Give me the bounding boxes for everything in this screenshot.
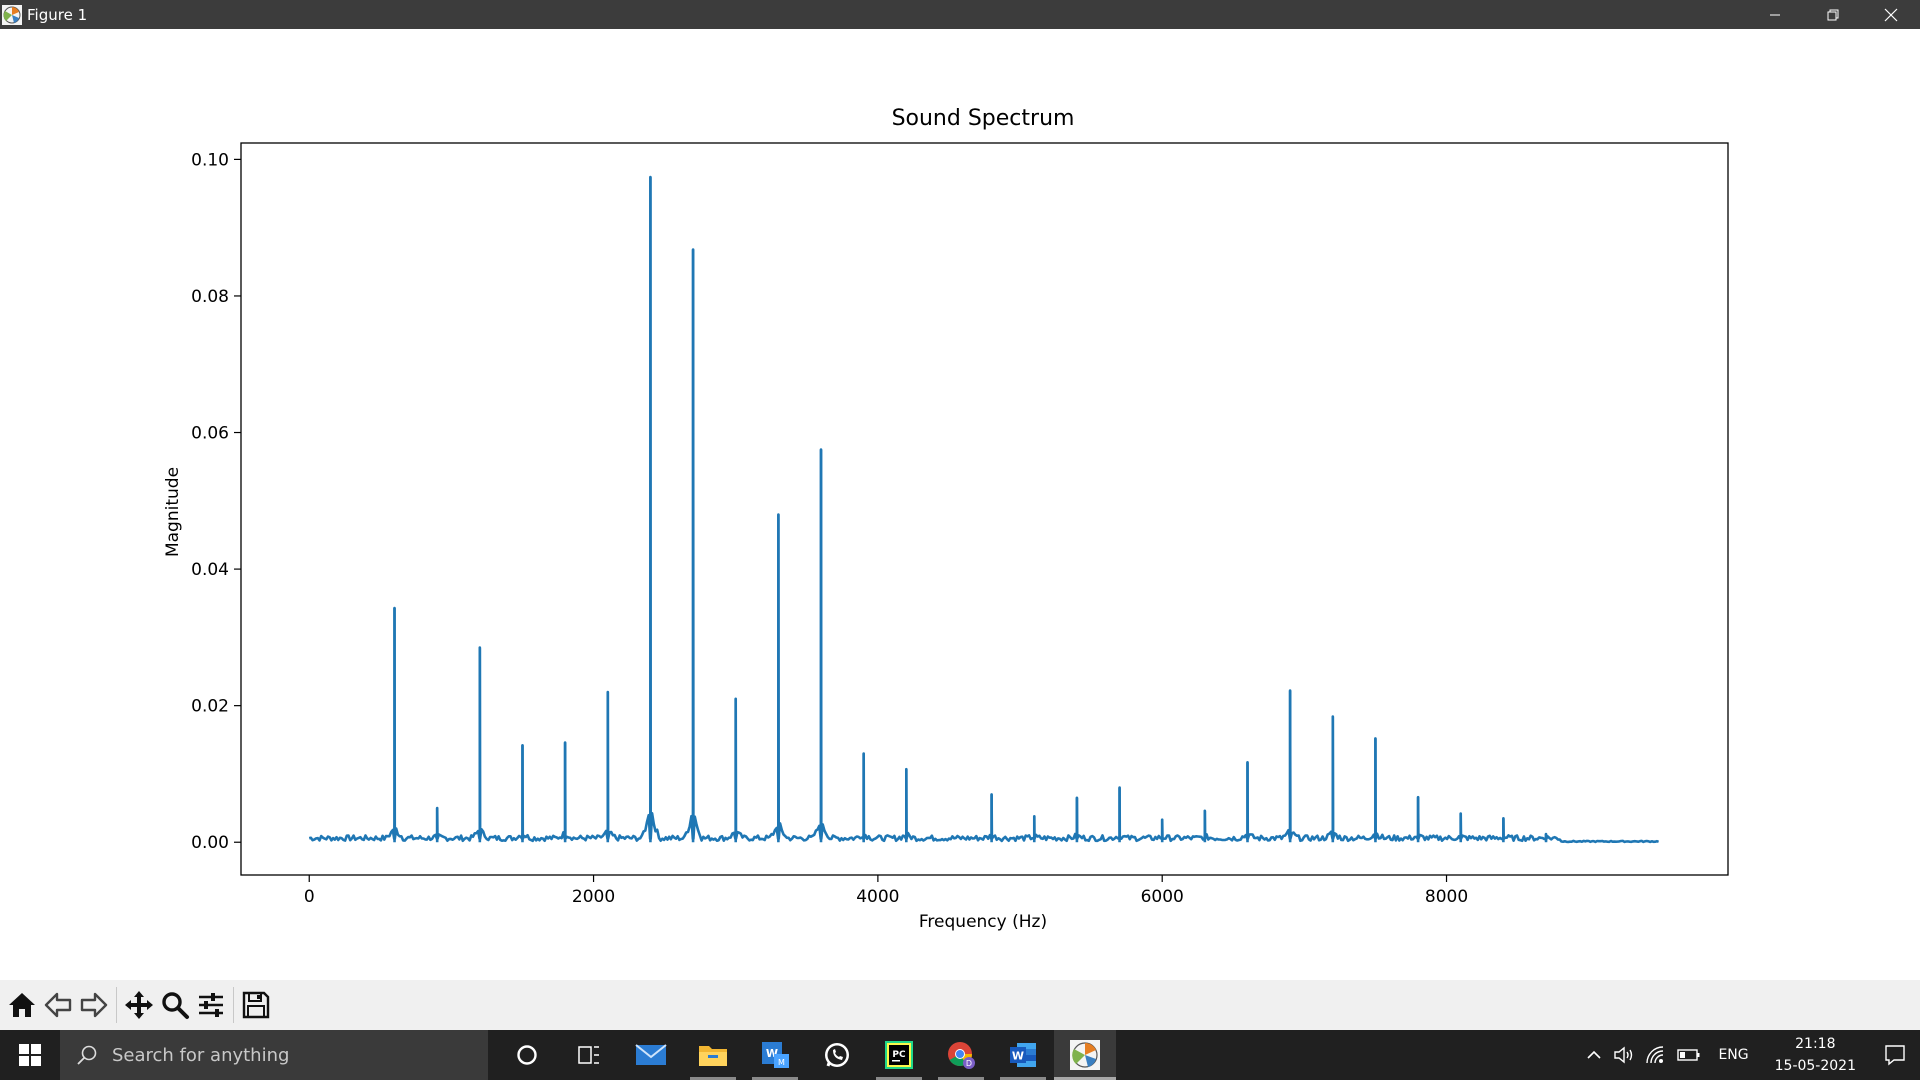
whatsapp-icon xyxy=(825,1043,849,1067)
zoom-icon xyxy=(162,992,189,1019)
x-tick-label: 8000 xyxy=(1425,887,1468,907)
figure-canvas[interactable]: Sound Spectrum 0.00 0.02 0.04 0.06 0.08 0.10 … xyxy=(0,29,1920,980)
word-button[interactable]: W xyxy=(992,1030,1054,1080)
battery-button[interactable] xyxy=(1672,1030,1706,1080)
save-icon xyxy=(242,991,270,1019)
zoom-button[interactable] xyxy=(157,985,193,1025)
mail-icon xyxy=(635,1044,667,1065)
start-button[interactable] xyxy=(0,1030,60,1080)
word-icon: W xyxy=(1010,1043,1036,1067)
show-hidden-icons-button[interactable] xyxy=(1580,1030,1608,1080)
configure-subplots-button[interactable] xyxy=(193,985,229,1025)
file-explorer-icon xyxy=(699,1046,727,1066)
y-tick-label: 0.06 xyxy=(191,424,229,444)
clock-time: 21:18 xyxy=(1795,1036,1836,1052)
svg-text:D: D xyxy=(966,1059,972,1068)
cortana-icon xyxy=(517,1045,537,1065)
taskbar-search[interactable]: Search for anything xyxy=(60,1030,488,1080)
close-icon xyxy=(1884,8,1898,21)
input-language[interactable]: ENG xyxy=(1718,1047,1749,1063)
save-button[interactable] xyxy=(238,985,274,1025)
svg-text:PC: PC xyxy=(892,1050,906,1060)
windows-logo-icon xyxy=(19,1044,41,1066)
svg-text:M: M xyxy=(778,1058,785,1067)
whatsapp-button[interactable] xyxy=(806,1030,868,1080)
y-tick-label: 0.04 xyxy=(191,560,229,580)
search-placeholder: Search for anything xyxy=(112,1044,290,1066)
task-view-icon xyxy=(578,1046,599,1064)
plot-area xyxy=(240,142,1729,876)
notification-icon xyxy=(1885,1045,1905,1066)
matplotlib-figure-button[interactable] xyxy=(1054,1030,1116,1080)
volume-button[interactable] xyxy=(1608,1030,1640,1080)
pan-button[interactable] xyxy=(121,985,157,1025)
chevron-up-icon xyxy=(1587,1050,1602,1059)
configure-subplots-icon xyxy=(199,993,223,1017)
file-explorer-button[interactable] xyxy=(682,1030,744,1080)
system-clock[interactable]: 21:18 15-05-2021 xyxy=(1761,1033,1870,1077)
wifi-icon xyxy=(1646,1046,1664,1064)
x-axis-label: Frequency (Hz) xyxy=(919,912,1047,932)
toolbar-separator xyxy=(233,987,234,1023)
back-button[interactable] xyxy=(40,985,76,1025)
restore-button[interactable] xyxy=(1804,0,1862,29)
home-button[interactable] xyxy=(4,985,40,1025)
restore-icon xyxy=(1827,9,1839,20)
chrome-icon: D xyxy=(948,1042,975,1069)
toolbar-separator xyxy=(116,987,117,1023)
forward-button[interactable] xyxy=(76,985,112,1025)
y-tick-label: 0.10 xyxy=(191,150,229,170)
cortana-button[interactable] xyxy=(496,1030,558,1080)
spectrum-plot[interactable]: Sound Spectrum 0.000.020.040.060.080.10 … xyxy=(0,29,1920,980)
figure-toolbar xyxy=(0,980,1920,1030)
clock-date: 15-05-2021 xyxy=(1774,1058,1856,1074)
forward-icon xyxy=(80,992,108,1018)
word-sheet-app-icon: WM xyxy=(762,1042,789,1068)
x-tick-label: 6000 xyxy=(1141,887,1184,907)
mail-button[interactable] xyxy=(620,1030,682,1080)
home-icon xyxy=(9,993,35,1017)
minimize-icon xyxy=(1770,14,1780,15)
matplotlib-app-icon xyxy=(2,4,22,25)
y-tick-label: 0.08 xyxy=(191,287,229,307)
pycharm-icon: PC xyxy=(885,1041,913,1069)
close-button[interactable] xyxy=(1862,0,1920,29)
minimize-button[interactable] xyxy=(1746,0,1804,29)
chart-title: Sound Spectrum xyxy=(892,106,1075,131)
pycharm-button[interactable]: PC xyxy=(868,1030,930,1080)
x-tick-label: 2000 xyxy=(572,887,615,907)
y-tick-label: 0.02 xyxy=(191,697,229,717)
system-tray: ENG 21:18 15-05-2021 xyxy=(1580,1030,1920,1080)
pan-icon xyxy=(125,991,153,1019)
back-icon xyxy=(44,992,72,1018)
svg-text:W: W xyxy=(1012,1050,1024,1063)
y-axis-label: Magnitude xyxy=(163,467,183,557)
network-button[interactable] xyxy=(1640,1030,1672,1080)
x-tick-label: 4000 xyxy=(856,887,899,907)
action-center-button[interactable] xyxy=(1870,1030,1920,1080)
window-title: Figure 1 xyxy=(27,5,88,24)
x-tick-label: 0 xyxy=(304,887,315,907)
y-tick-label: 0.00 xyxy=(191,833,229,853)
window-titlebar: Figure 1 xyxy=(0,0,1920,29)
spectrum-series-line xyxy=(308,175,1660,844)
battery-icon xyxy=(1677,1049,1700,1061)
matplotlib-figure-icon xyxy=(1070,1040,1100,1070)
volume-icon xyxy=(1614,1046,1633,1064)
task-view-button[interactable] xyxy=(558,1030,620,1080)
search-icon xyxy=(77,1045,97,1065)
chrome-button[interactable]: D xyxy=(930,1030,992,1080)
